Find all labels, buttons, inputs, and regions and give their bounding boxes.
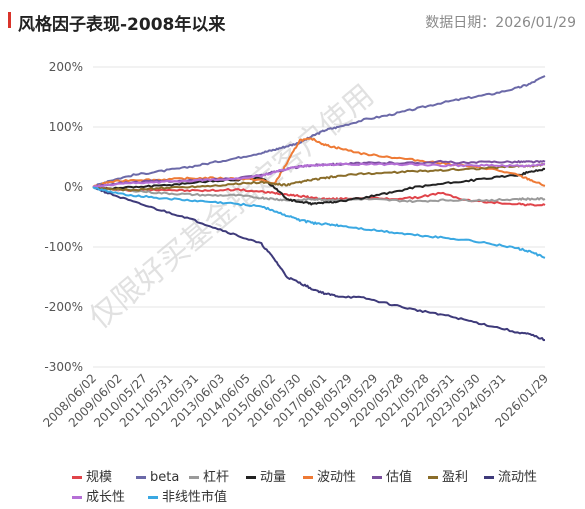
legend-label: 非线性市值 (162, 489, 227, 505)
legend-swatch (246, 476, 256, 479)
legend-swatch (372, 476, 382, 479)
y-axis: 200% 100% 0% -100% -200% -300% (44, 60, 83, 374)
legend-label: 估值 (386, 469, 412, 485)
legend-swatch (148, 496, 158, 499)
series-line (92, 162, 546, 188)
legend-swatch (72, 496, 82, 499)
legend-swatch (136, 476, 146, 479)
legend-swatch (428, 476, 438, 479)
header: 风格因子表现-2008年以来 数据日期：2026/01/29 (8, 8, 578, 35)
legend-label: beta (150, 470, 179, 485)
data-date: 数据日期：2026/01/29 (425, 15, 576, 31)
y-tick-label: 200% (49, 60, 83, 74)
series-line (92, 167, 546, 206)
series-line (92, 75, 546, 188)
watermark-text: 仅限好买基金指定客户使用 (83, 78, 381, 336)
watermark: 仅限好买基金指定客户使用 (83, 78, 381, 336)
grid-lines (93, 66, 545, 368)
legend-label: 流动性 (498, 470, 537, 485)
legend-label: 盈利 (442, 470, 468, 485)
legend-label: 动量 (260, 470, 286, 485)
y-tick-label: -200% (44, 300, 83, 314)
y-tick-label: 0% (64, 180, 83, 194)
y-tick-label: -300% (44, 360, 83, 374)
legend-label: 规模 (86, 470, 112, 485)
series-lines (92, 75, 546, 342)
series-line (92, 185, 546, 203)
chart-title: 风格因子表现-2008年以来 (18, 15, 226, 35)
series-line (92, 186, 546, 342)
y-tick-label: -100% (44, 240, 83, 254)
legend-label: 波动性 (317, 470, 356, 485)
legend-swatch (189, 476, 199, 479)
legend-swatch (303, 476, 313, 479)
series-line (92, 163, 546, 192)
y-tick-label: 100% (49, 120, 83, 134)
legend-swatch (484, 476, 494, 479)
legend-label: 成长性 (86, 490, 125, 505)
series-line (92, 186, 546, 259)
legend-label: 杠杆 (203, 469, 229, 485)
legend-swatch (72, 476, 82, 479)
title-accent-bar (8, 12, 11, 28)
x-axis: 2008/06/022009/06/022010/05/272011/05/31… (40, 371, 551, 430)
